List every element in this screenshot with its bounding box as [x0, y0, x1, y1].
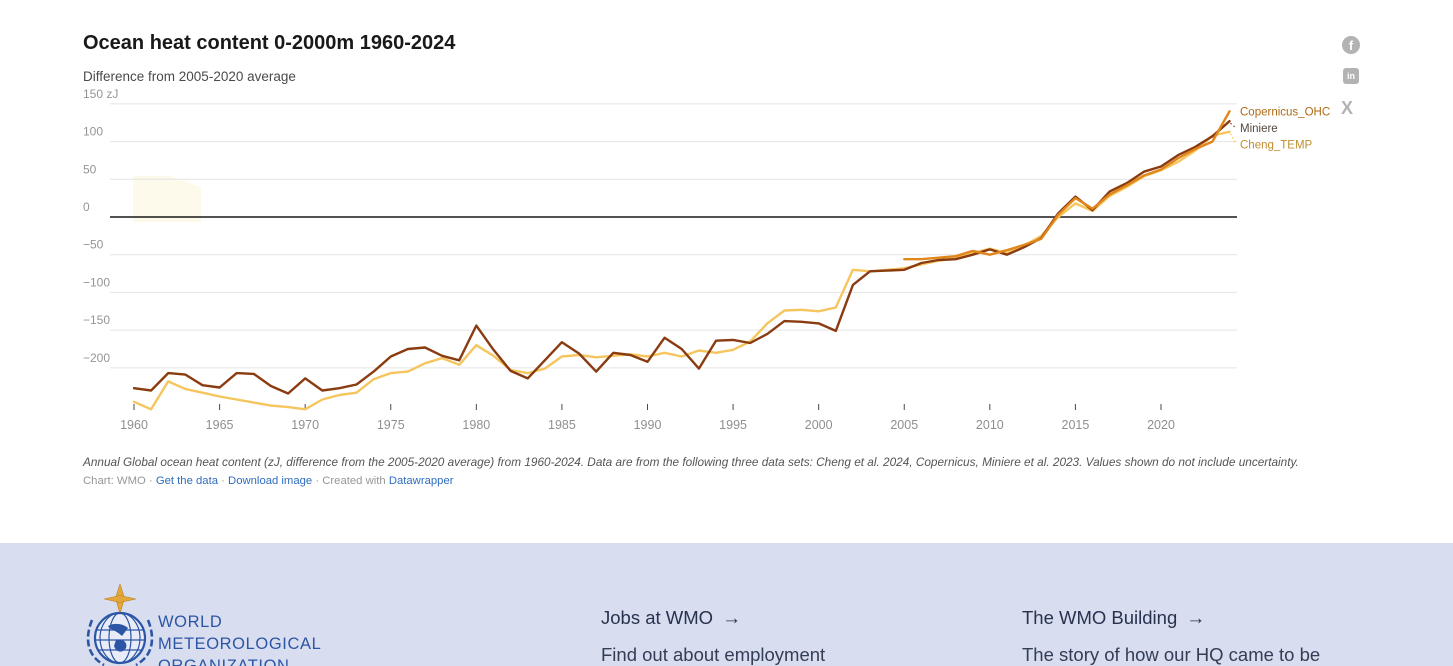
x-axis-label: 1985 — [548, 418, 576, 432]
page-footer: WORLD METEOROLOGICAL ORGANIZATION Jobs a… — [0, 543, 1453, 666]
x-axis-label: 1965 — [206, 418, 234, 432]
y-axis-label: −200 — [83, 351, 110, 365]
logo-laurel-left — [86, 619, 105, 666]
x-axis-label: 2015 — [1062, 418, 1090, 432]
credit-prefix: Chart: WMO — [83, 475, 146, 487]
org-name-line: WORLD — [158, 613, 223, 631]
x-axis-label: 1980 — [462, 418, 490, 432]
jobs-link-label: Jobs at WMO — [601, 607, 714, 628]
credit-separator: · — [148, 475, 153, 487]
logo-star-horizontal — [103, 595, 137, 603]
footnote-text: Annual Global ocean heat content (zJ, di… — [83, 455, 1299, 469]
chart-credit-line: Chart: WMO · Get the data · Download ima… — [83, 475, 454, 487]
y-axis-label: −100 — [83, 275, 110, 289]
y-axis-label: 0 — [83, 200, 90, 214]
jobs-at-wmo-link[interactable]: Jobs at WMO → — [601, 607, 825, 630]
logo-continent — [114, 639, 127, 652]
x-axis-label: 1970 — [291, 418, 319, 432]
y-axis-label: 150 zJ — [83, 87, 118, 101]
x-axis-label: 1960 — [120, 418, 148, 432]
series-line-Copernicus_OHC — [903, 110, 1231, 261]
arrow-right-icon: → — [1186, 608, 1206, 629]
x-axis-label: 1990 — [634, 418, 662, 432]
footer-column-building: The WMO Building → The story of how our H… — [1022, 607, 1320, 666]
series-line-Miniere — [132, 119, 1231, 395]
arrow-right-icon: → — [722, 608, 742, 629]
logo-laurel-right — [135, 619, 154, 666]
x-axis-label: 2005 — [890, 418, 918, 432]
label-connector — [1229, 133, 1237, 145]
y-axis-label: 100 — [83, 125, 103, 139]
chart-subtitle: Difference from 2005-2020 average — [83, 69, 296, 84]
y-axis-label: −50 — [83, 238, 104, 252]
chart-title: Ocean heat content 0-2000m 1960-2024 — [83, 32, 456, 54]
x-axis-label: 2020 — [1147, 418, 1175, 432]
wmo-org-name: WORLD METEOROLOGICAL ORGANIZATION — [158, 611, 321, 666]
building-link-label: The WMO Building — [1022, 607, 1178, 628]
x-axis-label: 1975 — [377, 418, 405, 432]
footer-column-jobs: Jobs at WMO → Find out about employment — [601, 607, 825, 666]
legend-label-Cheng_TEMP: Cheng_TEMP — [1240, 139, 1313, 151]
highlight-artifact — [133, 176, 201, 222]
x-axis-label: 2000 — [805, 418, 833, 432]
x-twitter-share-icon[interactable]: X — [1341, 98, 1354, 118]
building-subtitle[interactable]: The story of how our HQ came to be — [1022, 644, 1321, 665]
label-connector — [1230, 122, 1237, 129]
wmo-logo-icon — [86, 584, 154, 666]
facebook-share-icon[interactable]: f — [1342, 36, 1360, 54]
org-name-line: ORGANIZATION — [158, 657, 290, 666]
logo-continent — [108, 623, 128, 636]
wmo-building-link[interactable]: The WMO Building → — [1022, 607, 1320, 630]
datawrapper-link[interactable]: Datawrapper — [388, 475, 454, 487]
jobs-subtitle[interactable]: Find out about employment — [601, 644, 826, 665]
linkedin-share-icon[interactable]: in — [1343, 68, 1359, 84]
credit-separator: · — [315, 475, 320, 487]
download-image-link[interactable]: Download image — [228, 475, 313, 487]
line-chart: 150 zJ 100 50 0 −50 −100 −150 −200 1960 1965 1970 1… — [83, 87, 1330, 432]
legend-label-Miniere: Miniere — [1240, 123, 1278, 135]
legend-label-Copernicus_OHC: Copernicus_OHC — [1240, 106, 1330, 118]
y-axis-label: −150 — [83, 313, 110, 327]
logo-globe — [93, 611, 147, 665]
x-axis-label: 2010 — [976, 418, 1004, 432]
chart-footnote: Annual Global ocean heat content (zJ, di… — [83, 455, 1343, 469]
created-with-text: Created with — [322, 475, 386, 487]
org-name-line: METEOROLOGICAL — [158, 635, 322, 653]
x-axis-label: 1995 — [719, 418, 747, 432]
get-the-data-link[interactable]: Get the data — [155, 475, 218, 487]
y-axis-label: 50 — [83, 162, 97, 176]
credit-separator: · — [221, 475, 225, 487]
